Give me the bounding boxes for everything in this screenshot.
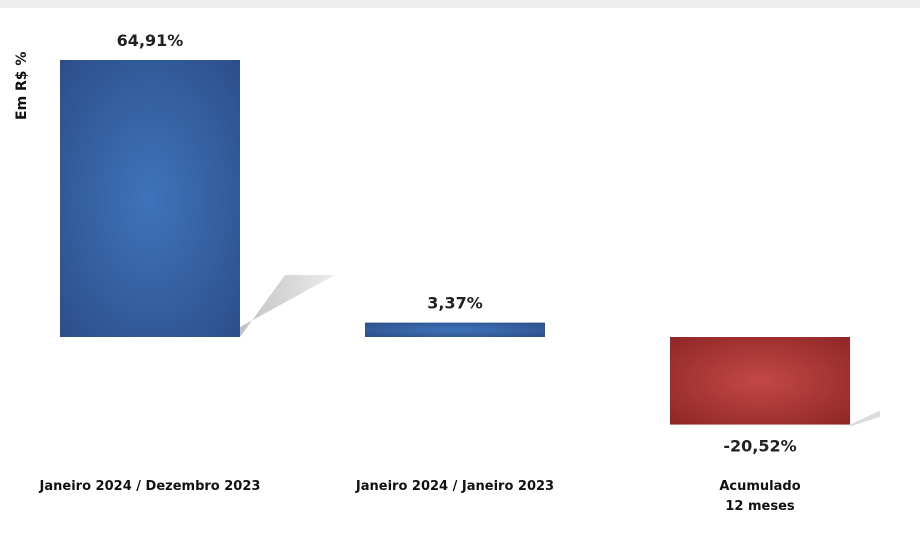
category-label-1: Janeiro 2024 / Dezembro 2023 [39,479,261,494]
bar-3 [670,337,850,425]
bar-1 [60,60,240,337]
category-label-3: Acumulado [719,479,800,494]
data-label-2: 3,37% [427,294,483,313]
bar-2 [365,322,545,337]
data-label-1: 64,91% [117,31,184,50]
category-label-2: Janeiro 2024 / Janeiro 2023 [355,479,554,494]
bar-shadow [240,275,335,337]
data-label-3: -20,52% [723,437,796,456]
bar-shadow [850,410,880,427]
bar-chart: 64,91% Janeiro 2024 / Dezembro 2023 3,37% J… [39,31,880,514]
category-label-3: 12 meses [725,499,795,514]
